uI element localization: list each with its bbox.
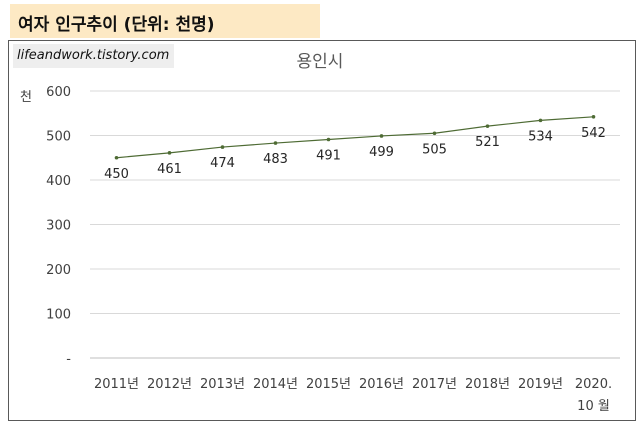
x-tick-label: 2020. xyxy=(575,377,612,392)
gridlines xyxy=(90,90,620,359)
data-label: 474 xyxy=(210,156,235,171)
header-bar xyxy=(10,4,320,38)
data-point xyxy=(485,124,490,128)
y-tick-label: 200 xyxy=(46,263,71,278)
y-tick-label: 600 xyxy=(46,85,71,100)
x-tick-label: 2019년 xyxy=(518,377,563,392)
y-tick-label: 500 xyxy=(46,130,71,145)
data-point xyxy=(591,115,596,119)
data-label: 491 xyxy=(316,149,341,164)
x-tick-label: 2018년 xyxy=(465,377,510,392)
chart-title: 용인시 xyxy=(297,52,344,72)
series-line xyxy=(114,115,596,160)
data-point xyxy=(379,134,384,138)
x-tick-label: 2013년 xyxy=(200,377,245,392)
data-label: 483 xyxy=(263,152,288,167)
x-tick-label: 10 월 xyxy=(577,399,610,414)
series-polyline xyxy=(116,116,594,159)
data-labels: 450 461 474 483 491 499 505 521 534 542 xyxy=(104,126,606,182)
data-label: 499 xyxy=(369,145,394,160)
data-label: 461 xyxy=(157,162,182,177)
data-point xyxy=(432,131,437,136)
y-tick-label: 100 xyxy=(46,308,71,323)
x-tick-label: 2014년 xyxy=(253,377,298,392)
y-tick-label: 400 xyxy=(46,174,71,189)
data-label: 450 xyxy=(104,167,129,182)
data-point xyxy=(114,155,119,160)
data-label: 534 xyxy=(528,129,553,144)
x-tick-label: 2011년 xyxy=(94,377,139,392)
data-point xyxy=(220,145,225,149)
data-label: 521 xyxy=(475,135,500,150)
x-tick-label: 2012년 xyxy=(147,377,192,392)
data-point xyxy=(538,118,543,123)
watermark-text: lifeandwork.tistory.com xyxy=(17,48,170,63)
data-label: 542 xyxy=(581,126,606,141)
y-tick-label: - xyxy=(66,352,71,367)
data-point xyxy=(273,141,278,145)
y-axis-label: 천 xyxy=(20,90,32,105)
axes: - 100 200 300 400 500 600 2011년 2012년 2013년 2014년 2… xyxy=(46,85,612,414)
data-point xyxy=(326,137,331,142)
y-tick-label: 300 xyxy=(46,219,71,234)
watermark-box xyxy=(13,44,174,68)
x-tick-label: 2016년 xyxy=(359,377,404,392)
x-tick-label: 2015년 xyxy=(306,377,351,392)
data-label: 505 xyxy=(422,142,447,157)
x-tick-label: 2017년 xyxy=(412,377,457,392)
page-title: 여자 인구추이 (단위: 천명) xyxy=(18,15,215,35)
data-point xyxy=(167,151,172,155)
